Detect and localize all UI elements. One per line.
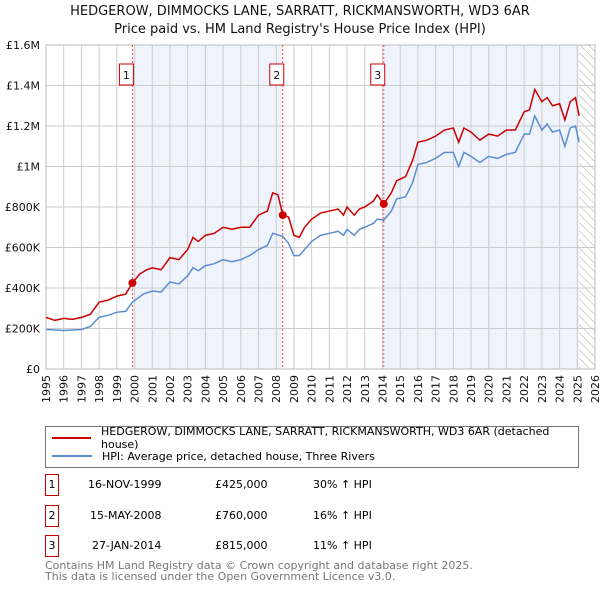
x-tick-label: 2008 <box>270 375 283 403</box>
plot-area: 1995 1996 1997 1998 1999 2000 2001 2002 2003 2004… <box>5 39 600 403</box>
legend: HEDGEROW, DIMMOCKS LANE, SARRATT, RICKMA… <box>45 425 579 468</box>
x-tick-label: 2021 <box>500 375 513 403</box>
sale-date: 16-NOV-1999 <box>88 478 162 491</box>
x-tick-label: 2023 <box>536 375 549 403</box>
sale-hpi: 11% ↑ HPI <box>313 539 372 552</box>
sale-price: £815,000 <box>215 539 268 552</box>
x-tick-label: 2009 <box>288 375 301 403</box>
sale-price: £425,000 <box>215 478 268 491</box>
x-tick-label: 2011 <box>323 375 336 403</box>
sale-marker-label: 1 <box>123 69 130 82</box>
y-tick-label: £800K <box>5 201 41 214</box>
x-tick-label: 2015 <box>394 375 407 403</box>
chart-title: HEDGEROW, DIMMOCKS LANE, SARRATT, RICKMA… <box>70 4 530 19</box>
x-tick-label: 2003 <box>182 375 195 403</box>
x-tick-label: 2001 <box>146 375 159 403</box>
legend-label-hpi: HPI: Average price, detached house, Thre… <box>102 449 375 463</box>
x-tick-label: 2014 <box>376 375 389 403</box>
legend-swatch-property <box>52 437 91 439</box>
y-tick-label: £1.4M <box>6 80 40 93</box>
x-tick-label: 2006 <box>235 375 248 403</box>
x-tick-label: 1998 <box>93 375 106 403</box>
sale-price: £760,000 <box>215 509 268 522</box>
sale-row-2: 2 15-MAY-2008 £760,000 16% ↑ HPI <box>45 505 445 527</box>
sale-marker-label: 2 <box>45 505 59 527</box>
legend-swatch-hpi <box>52 455 92 457</box>
property-price-line <box>45 87 580 322</box>
sale-marker-box <box>370 63 386 86</box>
y-tick-label: £1.2M <box>6 120 40 133</box>
x-tick-label: 2000 <box>129 375 142 403</box>
x-tick-label: 2007 <box>253 375 266 403</box>
y-tick-label: £0 <box>26 363 40 376</box>
x-tick-label: 2019 <box>465 375 478 403</box>
x-tick-label: 1997 <box>75 375 88 403</box>
x-tick-label: 2016 <box>412 375 425 403</box>
sale-row-1: 1 16-NOV-1999 £425,000 30% ↑ HPI <box>45 474 445 496</box>
x-tick-label: 2020 <box>483 375 496 403</box>
sale-point <box>128 278 137 287</box>
sale-marker-label: 3 <box>374 69 381 82</box>
y-tick-label: £1M <box>17 161 41 174</box>
y-tick-label: £200K <box>5 323 41 336</box>
x-tick-label: 1999 <box>111 375 124 403</box>
sale-marker-box <box>269 63 285 86</box>
plot-frame <box>45 44 596 370</box>
x-tick-label: 2017 <box>430 375 443 403</box>
x-tick-label: 1995 <box>40 375 53 403</box>
sale-point <box>278 211 287 220</box>
sale-point <box>379 199 388 208</box>
y-tick-label: £600K <box>5 242 41 255</box>
x-tick-label: 2026 <box>589 375 600 403</box>
legend-label-property: HEDGEROW, DIMMOCKS LANE, SARRATT, RICKMA… <box>101 425 550 451</box>
sale-marker-label: 1 <box>45 474 59 496</box>
x-tick-label: 2005 <box>217 375 230 403</box>
footer: Contains HM Land Registry data © Crown c… <box>45 560 473 582</box>
x-tick-label: 2010 <box>306 375 319 403</box>
sale-date: 15-MAY-2008 <box>90 509 162 522</box>
hpi-line <box>45 113 580 332</box>
footer-licence: This data is licensed under the Open Gov… <box>45 570 396 583</box>
x-tick-label: 2004 <box>199 375 212 403</box>
x-tick-label: 2025 <box>571 375 584 403</box>
x-tick-label: 2013 <box>359 375 372 403</box>
sale-hpi: 16% ↑ HPI <box>313 509 372 522</box>
x-tick-label: 2018 <box>447 375 460 403</box>
sale-marker-label: 3 <box>45 535 59 557</box>
sale-marker-label: 2 <box>273 69 280 82</box>
sale-date: 27-JAN-2014 <box>92 539 162 552</box>
x-tick-label: 1996 <box>58 375 71 403</box>
x-tick-label: 2022 <box>518 375 531 403</box>
x-tick-label: 2024 <box>554 375 567 403</box>
x-tick-label: 2002 <box>164 375 177 403</box>
sale-row-3: 3 27-JAN-2014 £815,000 11% ↑ HPI <box>45 535 445 557</box>
y-tick-label: £1.6M <box>6 39 40 52</box>
sale-marker-box <box>118 63 134 86</box>
chart-subtitle: Price paid vs. HM Land Registry's House … <box>114 22 486 37</box>
x-tick-label: 2012 <box>341 375 354 403</box>
footer-copyright: Contains HM Land Registry data © Crown c… <box>45 559 473 572</box>
sale-hpi: 30% ↑ HPI <box>313 478 372 491</box>
y-tick-label: £400K <box>5 282 41 295</box>
